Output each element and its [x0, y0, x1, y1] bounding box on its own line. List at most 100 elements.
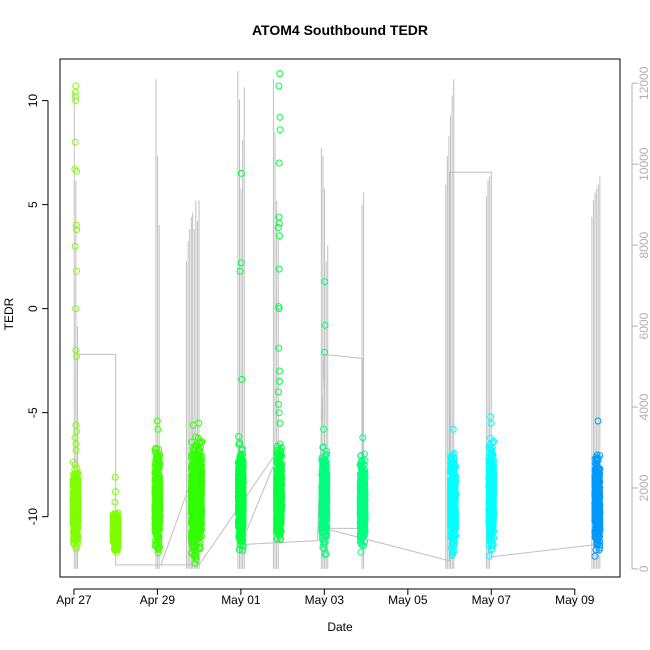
data-point: [275, 303, 283, 311]
data-point: [487, 419, 495, 427]
data-point: [238, 541, 246, 549]
data-point: [449, 468, 456, 476]
data-point: [447, 497, 455, 505]
data-point: [73, 167, 81, 175]
data-point: [276, 508, 283, 515]
data-point: [192, 553, 200, 561]
data-point: [73, 267, 80, 275]
data-point: [275, 388, 282, 396]
point-cluster: [234, 169, 247, 554]
data-point: [447, 534, 455, 542]
data-point: [72, 97, 80, 105]
data-point: [360, 524, 368, 532]
data-point: [322, 550, 330, 558]
data-point: [360, 532, 367, 540]
point-cluster: [591, 417, 604, 560]
data-point: [357, 525, 365, 533]
data-point: [69, 477, 77, 485]
data-point: [155, 499, 163, 507]
data-point: [71, 138, 79, 146]
data-point: [449, 451, 457, 459]
data-point: [591, 552, 599, 560]
data-point: [69, 458, 77, 466]
data-point: [190, 552, 198, 560]
data-point: [358, 500, 366, 508]
data-point: [238, 375, 246, 383]
data-point: [360, 489, 368, 496]
data-point: [195, 473, 203, 481]
data-point: [114, 517, 122, 525]
data-point: [273, 518, 281, 526]
data-point: [154, 458, 161, 466]
data-point: [274, 224, 282, 231]
data-point: [361, 482, 369, 490]
data-point: [193, 522, 201, 530]
y-axis-label: TEDR: [2, 297, 16, 330]
data-point: [154, 525, 162, 532]
data-point: [71, 165, 79, 173]
point-cluster: [69, 82, 82, 553]
data-point: [358, 467, 366, 475]
data-point: [358, 490, 366, 498]
point-cluster: [318, 278, 331, 559]
data-point: [489, 520, 496, 528]
data-point: [488, 460, 495, 468]
data-point: [235, 521, 243, 529]
data-point: [357, 501, 365, 509]
data-point: [485, 552, 493, 560]
data-point: [449, 425, 457, 433]
data-point: [237, 259, 245, 267]
data-point: [276, 454, 284, 462]
data-point: [235, 433, 243, 440]
data-point: [273, 514, 281, 521]
data-point: [194, 469, 202, 477]
data-point: [188, 548, 196, 556]
data-point: [320, 461, 328, 469]
data-point: [236, 474, 243, 482]
data-point: [113, 538, 121, 546]
data-point: [320, 425, 328, 433]
data-point: [318, 512, 326, 520]
data-point: [318, 483, 326, 491]
data-point: [111, 498, 119, 506]
data-point: [196, 545, 204, 553]
data-point: [276, 126, 284, 134]
data-point: [320, 514, 328, 522]
point-cluster: [447, 425, 459, 559]
data-point: [273, 528, 281, 536]
data-point: [235, 457, 243, 465]
data-point: [193, 460, 201, 468]
data-point: [320, 519, 327, 526]
data-point: [194, 521, 202, 529]
data-point: [487, 546, 495, 554]
data-point: [189, 543, 196, 551]
data-point: [359, 499, 367, 507]
data-point: [321, 278, 329, 286]
data-point: [358, 492, 366, 500]
data-point: [239, 546, 247, 554]
point-cluster: [273, 70, 286, 543]
data-point: [196, 440, 204, 448]
data-point: [155, 452, 163, 460]
data-point: [71, 92, 79, 100]
data-point: [152, 481, 160, 489]
data-point: [188, 438, 196, 446]
data-point: [73, 353, 80, 360]
data-point: [110, 532, 118, 540]
data-point: [318, 471, 326, 479]
data-point: [450, 459, 458, 467]
data-point: [235, 470, 243, 478]
data-point: [194, 441, 202, 449]
data-point: [273, 442, 281, 450]
data-point: [450, 454, 458, 462]
data-point: [274, 523, 282, 530]
data-point: [276, 113, 284, 121]
data-point: [361, 507, 369, 515]
data-point: [320, 497, 328, 504]
data-point: [323, 480, 331, 488]
data-point: [487, 521, 495, 529]
data-point: [277, 491, 285, 499]
data-point: [485, 519, 493, 527]
data-point: [319, 535, 327, 543]
data-point: [194, 531, 202, 539]
